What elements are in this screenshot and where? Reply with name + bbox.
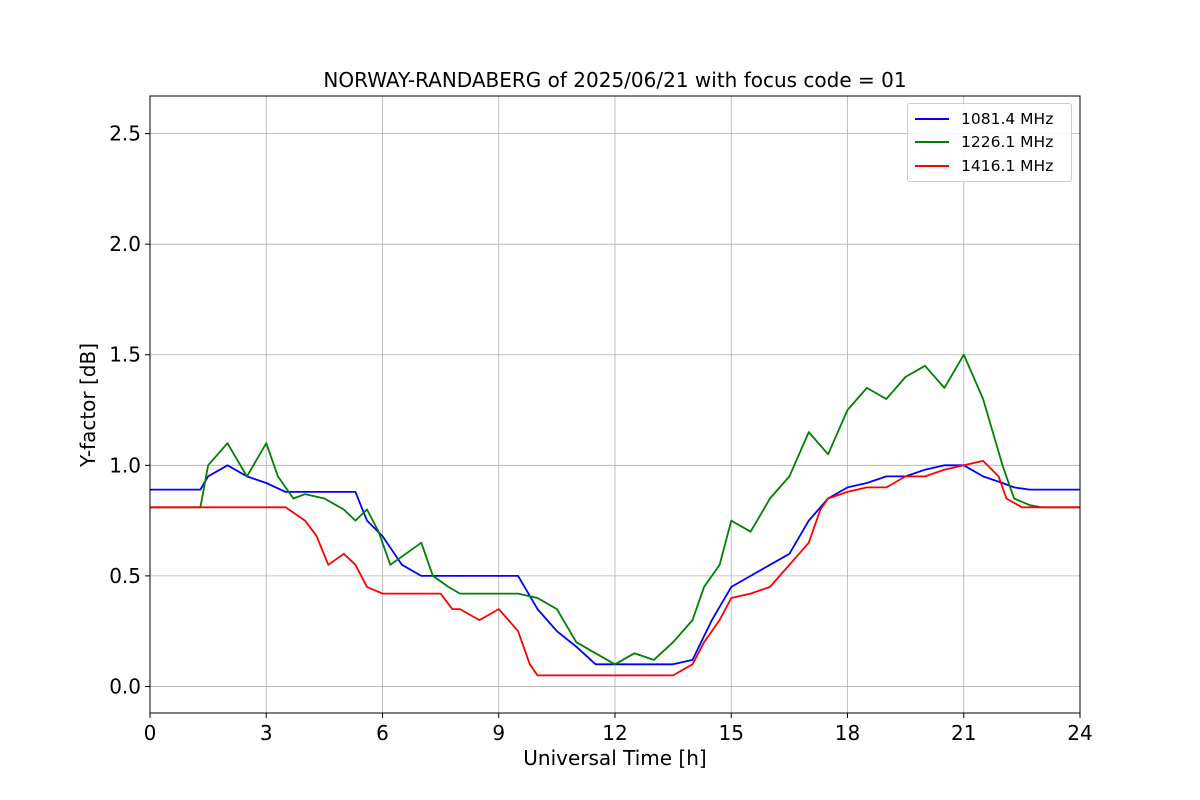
y-tick-label: 0.0 bbox=[109, 674, 141, 698]
legend-label: 1081.4 MHz bbox=[961, 109, 1054, 128]
x-tick-label: 21 bbox=[951, 721, 976, 745]
legend-item: 1081.4 MHz bbox=[908, 107, 1071, 131]
legend-swatch-1416 bbox=[915, 164, 949, 167]
y-axis-label: Y-factor [dB] bbox=[76, 342, 100, 468]
series-line-1 bbox=[150, 353, 1080, 666]
x-tick-label: 15 bbox=[719, 721, 744, 745]
x-tick-label: 9 bbox=[492, 721, 505, 745]
legend-label: 1416.1 MHz bbox=[961, 156, 1054, 175]
series-line-2 bbox=[150, 459, 1080, 677]
legend-item: 1416.1 MHz bbox=[908, 154, 1071, 178]
x-tick-label: 12 bbox=[602, 721, 627, 745]
x-tick-label: 24 bbox=[1067, 721, 1092, 745]
x-tick-label: 3 bbox=[260, 721, 273, 745]
legend: 1081.4 MHz 1226.1 MHz 1416.1 MHz bbox=[907, 103, 1072, 182]
x-axis-label: Universal Time [h] bbox=[523, 746, 707, 770]
x-tick-label: 6 bbox=[376, 721, 389, 745]
x-tick-label: 18 bbox=[835, 721, 860, 745]
y-tick-label: 0.5 bbox=[109, 564, 141, 588]
y-tick-label: 2.0 bbox=[109, 232, 141, 256]
legend-label: 1226.1 MHz bbox=[961, 133, 1054, 152]
chart-title: NORWAY-RANDABERG of 2025/06/21 with focu… bbox=[323, 68, 907, 92]
legend-swatch-1226 bbox=[915, 141, 949, 144]
legend-item: 1226.1 MHz bbox=[908, 131, 1071, 155]
series-line-0 bbox=[150, 464, 1080, 666]
legend-swatch-1081 bbox=[915, 117, 949, 120]
x-tick-label: 0 bbox=[144, 721, 157, 745]
y-tick-label: 2.5 bbox=[109, 122, 141, 146]
y-tick-label: 1.0 bbox=[109, 453, 141, 477]
y-tick-label: 1.5 bbox=[109, 343, 141, 367]
